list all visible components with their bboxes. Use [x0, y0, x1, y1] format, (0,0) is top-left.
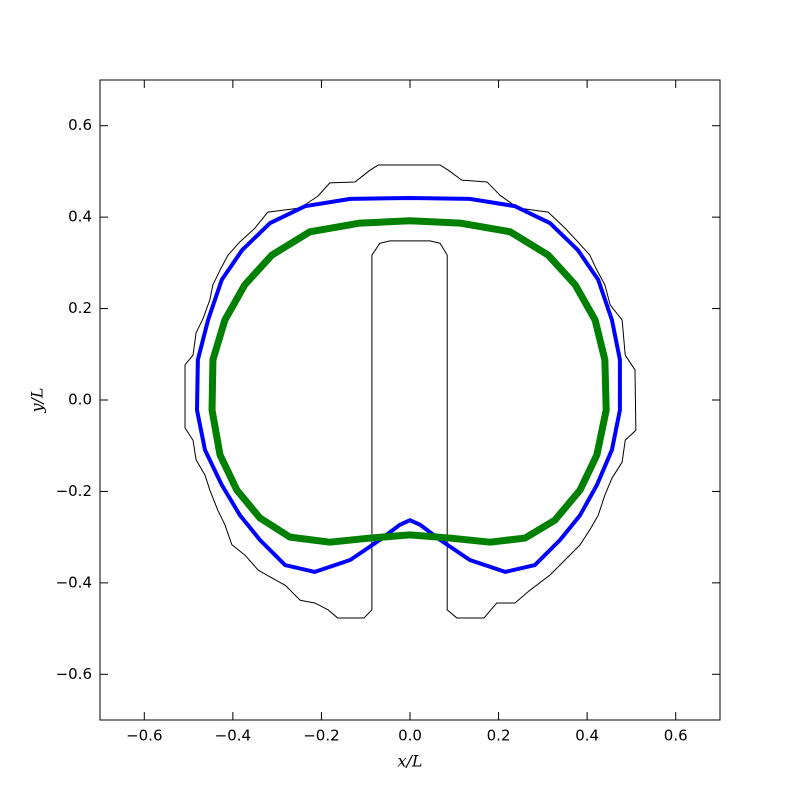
x-axis-label: x/L — [397, 752, 422, 771]
y-tick-label: −0.6 — [56, 665, 92, 683]
x-tick-label: 0.0 — [398, 727, 422, 745]
plot-area — [184, 164, 637, 619]
y-tick-label: −0.4 — [56, 573, 92, 591]
x-tick-label: 0.2 — [487, 727, 511, 745]
x-tick-label: −0.6 — [126, 727, 162, 745]
x-tick-label: −0.4 — [215, 727, 251, 745]
y-tick-label: 0.6 — [68, 116, 92, 134]
y-tick-label: 0.0 — [68, 391, 92, 409]
y-tick-label: 0.2 — [68, 299, 92, 317]
x-tick-label: 0.4 — [575, 727, 599, 745]
x-tick-label: −0.2 — [303, 727, 339, 745]
y-axis-label: y/L — [28, 387, 47, 413]
curve — [184, 164, 637, 619]
y-tick-label: −0.2 — [56, 482, 92, 500]
curve — [208, 217, 610, 546]
y-tick-label: 0.4 — [68, 208, 92, 226]
x-tick-label: 0.6 — [664, 727, 688, 745]
